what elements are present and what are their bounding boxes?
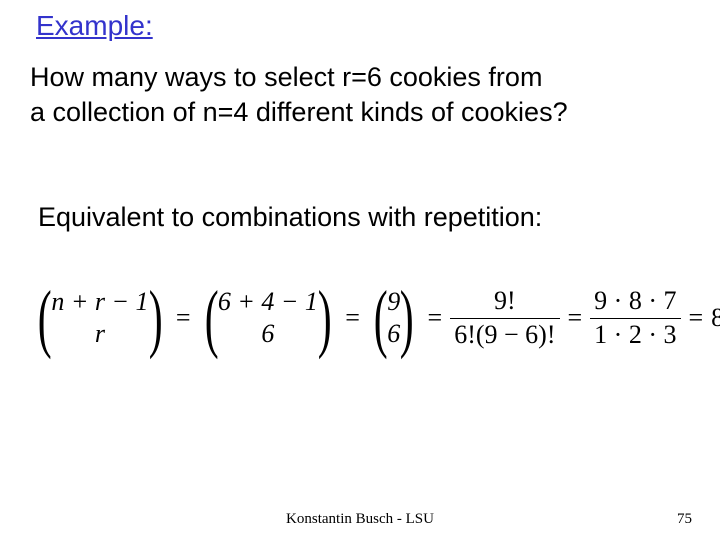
- slide-title: Example:: [36, 10, 690, 42]
- equals-sign: =: [345, 303, 360, 333]
- binom3-top: 9: [387, 286, 400, 319]
- binom1-top: n + r − 1: [51, 286, 148, 319]
- page-number: 75: [677, 511, 692, 528]
- equals-sign: =: [176, 303, 191, 333]
- binom3-bottom: 6: [387, 318, 400, 351]
- slide: Example: How many ways to select r=6 coo…: [0, 0, 720, 540]
- left-paren-icon: (: [38, 280, 52, 356]
- equation: ( n + r − 1 r ) = ( 6 + 4 − 1 6 ) = ( 9 …: [32, 280, 690, 356]
- binom1-bottom: r: [95, 318, 105, 351]
- fraction-factorial: 9! 6!(9 − 6)!: [450, 285, 559, 351]
- question-line-1: How many ways to select r=6 cookies from: [30, 62, 542, 92]
- binom2-bottom: 6: [261, 318, 274, 351]
- binom2-top: 6 + 4 − 1: [218, 286, 318, 319]
- equivalent-text: Equivalent to combinations with repetiti…: [38, 200, 690, 235]
- frac2-num: 9 · 8 · 7: [590, 285, 680, 318]
- binomial-substituted: ( 6 + 4 − 1 6 ): [199, 280, 338, 356]
- equals-sign: =: [568, 303, 583, 333]
- question-text: How many ways to select r=6 cookies from…: [30, 60, 690, 130]
- frac2-den: 1 · 2 · 3: [590, 319, 680, 352]
- frac1-num: 9!: [490, 285, 520, 318]
- equals-sign: =: [428, 303, 443, 333]
- frac1-den: 6!(9 − 6)!: [450, 319, 559, 352]
- footer-author: Konstantin Busch - LSU: [0, 511, 720, 528]
- right-paren-icon: ): [318, 280, 332, 356]
- binomial-reduced: ( 9 6 ): [368, 280, 420, 356]
- fraction-expanded: 9 · 8 · 7 1 · 2 · 3: [590, 285, 680, 351]
- binomial-symbolic: ( n + r − 1 r ): [32, 280, 168, 356]
- left-paren-icon: (: [204, 280, 218, 356]
- equals-sign: =: [689, 303, 704, 333]
- right-paren-icon: ): [148, 280, 162, 356]
- result-value: 84: [711, 303, 720, 333]
- left-paren-icon: (: [374, 280, 388, 356]
- right-paren-icon: ): [400, 280, 414, 356]
- question-line-2: a collection of n=4 different kinds of c…: [30, 97, 568, 127]
